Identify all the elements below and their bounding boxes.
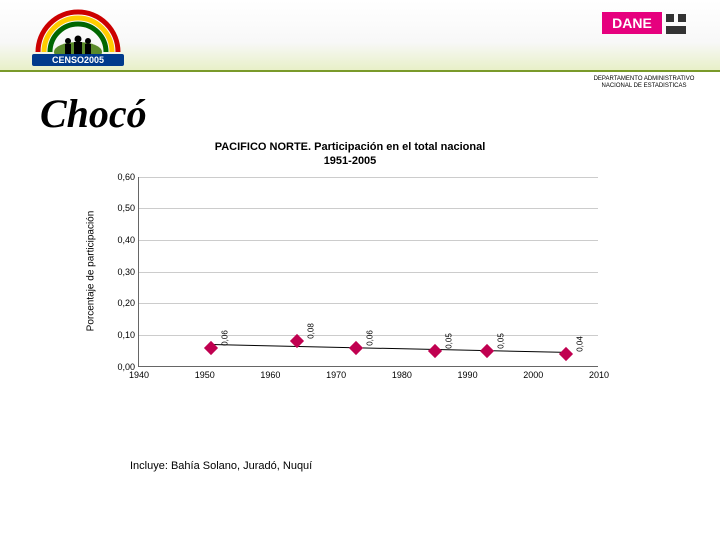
censo-logo: CENSO2005: [18, 4, 138, 66]
y-axis-label: Porcentaje de participación: [86, 211, 97, 332]
data-point: [204, 341, 218, 355]
dane-subtitle: DEPARTAMENTO ADMINISTRATIVO NACIONAL DE …: [584, 76, 704, 90]
x-tick-label: 2000: [523, 370, 543, 380]
dane-logo: DANE: [602, 12, 692, 48]
x-tick-label: 1990: [458, 370, 478, 380]
y-tick-label: 0,30: [117, 267, 135, 277]
chart-plot-area: Porcentaje de participación 0,000,100,20…: [138, 177, 598, 367]
data-point-label: 0,05: [497, 333, 506, 349]
gridline: [139, 177, 598, 178]
censo-logo-text: CENSO2005: [52, 55, 104, 65]
chart-title-line1: PACIFICO NORTE. Participación en el tota…: [215, 141, 486, 153]
data-point-label: 0,05: [444, 333, 453, 349]
data-point: [559, 347, 573, 361]
data-point-label: 0,08: [306, 323, 315, 339]
gridline: [139, 272, 598, 273]
x-tick-label: 1980: [392, 370, 412, 380]
header-bar: CENSO2005 DANE: [0, 0, 720, 72]
y-tick-label: 0,40: [117, 235, 135, 245]
chart-title-line2: 1951-2005: [324, 155, 377, 167]
gridline: [139, 240, 598, 241]
trendline: [211, 344, 566, 353]
y-tick-label: 0,50: [117, 203, 135, 213]
y-tick-label: 0,60: [117, 172, 135, 182]
x-tick-label: 2010: [589, 370, 609, 380]
x-tick-label: 1960: [260, 370, 280, 380]
dane-logo-text: DANE: [612, 15, 652, 31]
data-point: [480, 344, 494, 358]
gridline: [139, 208, 598, 209]
data-point-label: 0,04: [576, 336, 585, 352]
x-tick-label: 1940: [129, 370, 149, 380]
dane-subtitle-line2: NACIONAL DE ESTADISTICAS: [584, 83, 704, 90]
footnote: Incluye: Bahía Solano, Juradó, Nuquí: [130, 460, 312, 472]
data-point-label: 0,06: [221, 330, 230, 346]
chart-container: PACIFICO NORTE. Participación en el tota…: [80, 140, 620, 400]
chart-title: PACIFICO NORTE. Participación en el tota…: [80, 140, 620, 169]
y-tick-label: 0,10: [117, 330, 135, 340]
x-tick-label: 1950: [195, 370, 215, 380]
data-point-label: 0,06: [365, 330, 374, 346]
data-point: [428, 344, 442, 358]
x-tick-label: 1970: [326, 370, 346, 380]
y-tick-label: 0,20: [117, 298, 135, 308]
page-title: Chocó: [40, 90, 147, 137]
dane-subtitle-line1: DEPARTAMENTO ADMINISTRATIVO: [584, 76, 704, 83]
data-point: [349, 341, 363, 355]
gridline: [139, 303, 598, 304]
